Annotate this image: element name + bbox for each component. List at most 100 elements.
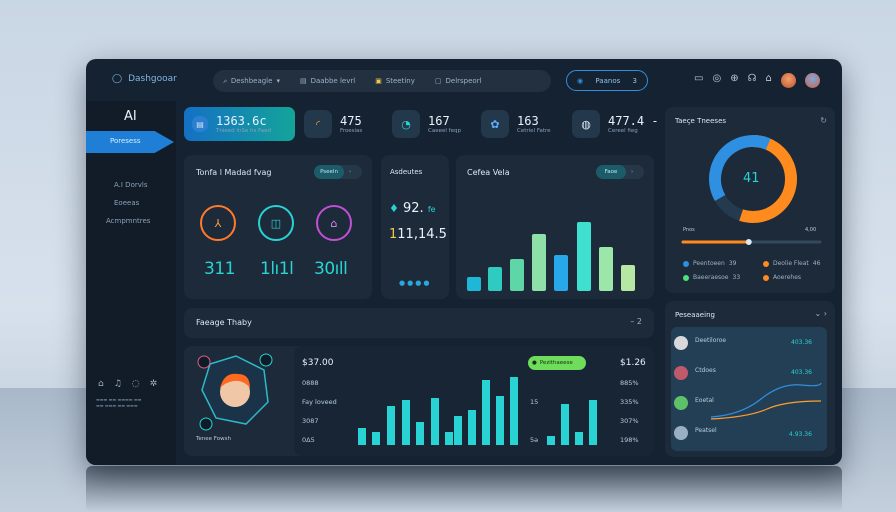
legend-value: 39 <box>728 260 737 267</box>
sidebar-item-3[interactable]: Acmpmntres <box>106 217 151 225</box>
refresh-icon[interactable]: ↻ <box>820 116 827 125</box>
kpi-label: Cereel fieg <box>608 128 638 134</box>
panel-title: Faeage Thaby <box>196 318 252 327</box>
progress-label: Pnos <box>683 227 695 233</box>
sidebar-item-label: Poresess <box>110 137 141 145</box>
sidebar-item-1[interactable]: A.I Dorvls <box>114 181 148 189</box>
panel-title: Cefea Vela <box>467 168 510 177</box>
ring-value-3: 30ıll <box>314 259 348 279</box>
main-bar <box>387 406 395 445</box>
globe-icon[interactable]: ⊕ <box>730 73 739 84</box>
settings-icon[interactable]: ✲ <box>149 379 158 389</box>
gauge-icon: ◔ <box>392 110 420 138</box>
legend-dot <box>763 260 769 267</box>
sidebar-item-active[interactable]: Poresess <box>86 131 174 153</box>
kpi-card-4[interactable]: ✿ 163 Cetriel Fatre <box>481 107 551 141</box>
ring-icon-2: ◫ <box>258 205 294 241</box>
panel-toggle[interactable]: Faoe › <box>596 165 644 179</box>
mid-row-1: 15 <box>530 398 539 406</box>
main-bar <box>589 400 597 445</box>
kpi-card-1[interactable]: ▤ 1363.6c Tnieed lnSe hs Faed <box>184 107 295 141</box>
ring-icon-3: ⌂ <box>316 205 352 241</box>
main-bar <box>496 396 504 445</box>
profile-hair <box>220 373 250 388</box>
nav-segment-3[interactable]: ▢ Delrspeorl <box>434 77 482 85</box>
brand-logo-icon: ◯ <box>112 74 123 84</box>
dot-icon: ◉ <box>577 76 584 85</box>
legend-item-1: Peentoeen 39 <box>683 260 736 267</box>
bell-icon[interactable]: ♫ <box>113 379 122 389</box>
strip-value: 2 <box>636 317 642 326</box>
filter-pill[interactable]: ◉ Paanos 3 <box>566 70 648 91</box>
main-bar <box>454 416 462 445</box>
kpi-value: 163 <box>517 114 539 128</box>
asset-value-2-row: 111,14.5 <box>389 227 447 242</box>
kpi-value: 1363.6c <box>216 114 267 128</box>
main-bar <box>416 422 424 445</box>
avatar-2[interactable] <box>804 73 820 88</box>
kpi-card-5[interactable]: ◍ 477.4 - Cereel fieg <box>572 107 659 141</box>
list-item-name[interactable]: Ctdoes <box>695 367 716 374</box>
panel-title: Tonfa l Madad fvag <box>196 168 272 177</box>
headset-icon[interactable]: ☊ <box>747 73 757 84</box>
row-value-1: $37.00 <box>302 358 334 368</box>
brand-name: Dashgooar <box>128 74 177 84</box>
eye-icon[interactable]: ◎ <box>712 73 722 84</box>
main-bar <box>431 398 439 445</box>
badge-icon-2 <box>259 353 273 367</box>
window-reflection <box>86 466 842 512</box>
gear-icon: ✿ <box>481 110 509 138</box>
main-bar <box>575 432 583 445</box>
donut-panel: Taeçe Tneeses ↻ 41 Pnos 4,00 Peentoeen 39… <box>665 107 835 293</box>
list-item-name[interactable]: Peatsel <box>695 427 717 434</box>
sidebar-icon-row: ⌂ ♫ ◌ ✲ <box>98 379 157 389</box>
main-bar <box>358 428 366 445</box>
chevron-icon: › <box>631 169 634 175</box>
home-icon[interactable]: ⌂ <box>98 379 104 389</box>
check-icon: ● <box>532 360 537 366</box>
donut-value: 41 <box>743 171 760 186</box>
list-item-name[interactable]: Deetiloroe <box>695 337 727 344</box>
main-bar <box>561 404 569 445</box>
legend-dot <box>683 260 689 267</box>
kpi-value: 475 <box>340 114 362 128</box>
chevron-down-icon[interactable]: ⌄ › <box>814 309 827 318</box>
main-bar <box>402 400 410 445</box>
profile-graphic <box>197 353 273 431</box>
wifi-icon: ◜ <box>304 110 332 138</box>
home-icon[interactable]: ⌂ <box>765 73 772 84</box>
summary-strip: Faeage Thaby – 2 <box>184 308 654 338</box>
top-search-bar[interactable]: ⌕ Deshbeagle ▾ ▤ Daabbe levrl ▣ Steetiny ▢ D… <box>213 70 551 92</box>
progress-knob[interactable] <box>745 239 752 245</box>
chat-icon[interactable]: ◌ <box>131 379 140 389</box>
legend-label: Peentoeen <box>693 260 725 267</box>
status-badge[interactable]: ● Pezithaeese <box>528 356 586 370</box>
kpi-label: Froesias <box>340 128 363 134</box>
main-chart-panel: $37.00 0888 Fay loveed 3087 0Δ5 ● Pezitha… <box>294 346 654 456</box>
search-icon: ⌕ <box>223 76 227 85</box>
badge-icon-3 <box>199 417 213 431</box>
panel-toggle[interactable]: Pseeln › <box>314 165 362 179</box>
sidebar-item-2[interactable]: Eoeeas <box>114 199 140 207</box>
sparkline-orange <box>710 400 822 420</box>
legend-value: 33 <box>732 274 741 281</box>
search-segment[interactable]: ⌕ Deshbeagle ▾ <box>223 76 280 86</box>
panel-title: Asdeutes <box>390 168 423 176</box>
window-icon[interactable]: ▭ <box>694 73 704 84</box>
bars-panel: Cefea Vela Faoe › <box>456 155 654 299</box>
sidebar-fine-print: ▬▬▬ ▬▬ ▬▬▬▬ ▬▬ ▬▬ ▬▬▬ ▬▬ ▬▬▬ <box>96 397 142 408</box>
kpi-card-3[interactable]: ◔ 167 Caeeel feqp <box>392 107 461 141</box>
kpi-card-2[interactable]: ◜ 475 Froesias <box>304 107 362 141</box>
kpi-value: 167 <box>428 114 450 128</box>
bar-8 <box>621 265 635 291</box>
list-item-name[interactable]: Eoetal <box>695 397 714 404</box>
avatar[interactable] <box>780 73 796 88</box>
pager-dots[interactable]: ●●●● <box>399 279 432 287</box>
nav-segment-2[interactable]: ▣ Steetiny <box>375 77 415 85</box>
rings-panel: Tonfa l Madad fvag Pseeln › ⅄ ◫ ⌂ 311 1lı… <box>184 155 372 299</box>
avatar <box>674 336 688 350</box>
nav-segment-1[interactable]: ▤ Daabbe levrl <box>299 77 356 85</box>
strip-controls[interactable]: – 2 <box>630 317 642 326</box>
legend-value: 46 <box>812 260 821 267</box>
avatar <box>674 366 688 380</box>
